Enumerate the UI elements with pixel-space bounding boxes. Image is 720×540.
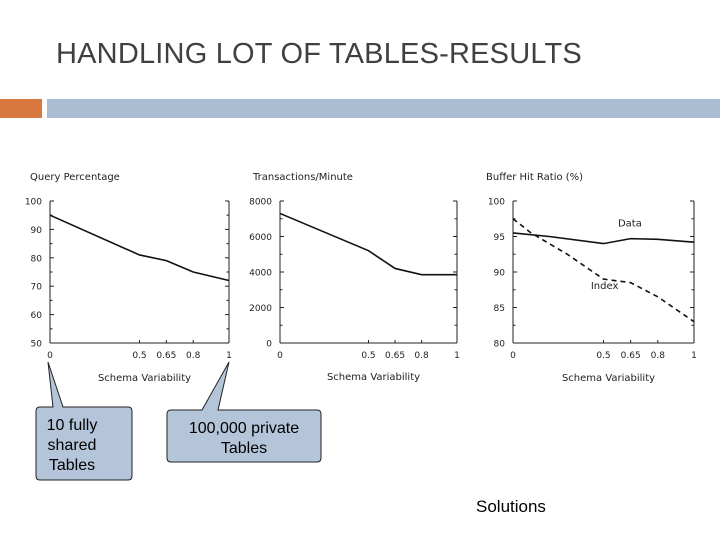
y-tick-label: 85 xyxy=(494,304,505,314)
series-line-index xyxy=(512,218,695,323)
y-tick-label: 80 xyxy=(31,254,43,264)
x-tick-label: 0.65 xyxy=(156,351,176,361)
callout-left-line-3: Tables xyxy=(48,457,96,474)
chart-title: Query Percentage xyxy=(30,172,120,183)
y-tick-label: 6000 xyxy=(249,233,272,243)
chart-title: Transactions/Minute xyxy=(252,172,353,183)
y-tick-label: 4000 xyxy=(249,269,272,279)
y-tick-label: 60 xyxy=(31,311,43,321)
y-tick-label: 70 xyxy=(31,283,43,293)
x-tick-label: 0.65 xyxy=(385,351,405,361)
callout-left-shape xyxy=(35,361,133,481)
callout-left: 10 fully shared Tables xyxy=(36,416,108,476)
y-tick-label: 0 xyxy=(266,340,272,350)
chart-buffer-hit-ratio: Buffer Hit Ratio (%) 80 85 90 95 100 0 0.5 0.65 0… xyxy=(486,172,697,384)
series-line xyxy=(279,212,457,276)
callout-left-line-2: shared xyxy=(47,437,97,454)
series-line-data xyxy=(512,232,695,245)
y-tick-label: 90 xyxy=(494,269,506,279)
x-tick-label: 0.8 xyxy=(186,351,201,361)
x-tick-label: 0 xyxy=(510,351,516,361)
x-axis-label: Schema Variability xyxy=(98,373,191,384)
x-tick-label: 0 xyxy=(47,351,53,361)
solutions-label: Solutions xyxy=(476,497,546,516)
x-tick-label: 0.8 xyxy=(414,351,429,361)
x-tick-label: 0.5 xyxy=(132,351,146,361)
y-tick-label: 80 xyxy=(494,340,506,350)
x-tick-label: 1 xyxy=(226,351,232,361)
callout-right: 100,000 private Tables xyxy=(170,419,318,459)
callout-left-line-1: 10 fully xyxy=(46,417,98,434)
x-axis-label: Schema Variability xyxy=(562,373,655,384)
y-tick-label: 100 xyxy=(488,198,505,208)
series-line xyxy=(49,214,230,282)
x-axis-label: Schema Variability xyxy=(327,372,420,383)
callout-right-line-2: Tables xyxy=(220,440,268,457)
y-tick-label: 8000 xyxy=(249,198,272,208)
y-tick-label: 50 xyxy=(31,340,43,350)
accent-bar-orange xyxy=(0,99,42,118)
x-tick-label: 1 xyxy=(691,351,697,361)
callout-right-line-1: 100,000 private xyxy=(188,420,300,437)
series-label-index: Index xyxy=(591,281,619,292)
slide-title: HANDLING LOT OF TABLES-RESULTS xyxy=(56,38,582,70)
callout-right-shape xyxy=(166,361,322,463)
accent-bar-blue xyxy=(47,99,720,118)
x-tick-label: 0.5 xyxy=(361,351,375,361)
x-tick-label: 0.5 xyxy=(596,351,610,361)
x-tick-label: 0.65 xyxy=(621,351,641,361)
chart-title: Buffer Hit Ratio (%) xyxy=(486,172,583,183)
y-tick-label: 90 xyxy=(31,226,43,236)
chart-query-percentage: Query Percentage 50 60 70 80 90 100 0 0.5 0.65 0.8… xyxy=(25,172,232,384)
x-tick-label: 0.8 xyxy=(651,351,666,361)
y-tick-label: 2000 xyxy=(249,304,272,314)
y-tick-label: 95 xyxy=(494,233,505,243)
series-label-data: Data xyxy=(618,219,642,230)
x-tick-label: 1 xyxy=(454,351,460,361)
x-tick-label: 0 xyxy=(277,351,283,361)
y-tick-label: 100 xyxy=(25,198,42,208)
chart-transactions-per-minute: Transactions/Minute 0 2000 4000 6000 8000 0 0.5… xyxy=(249,172,460,383)
